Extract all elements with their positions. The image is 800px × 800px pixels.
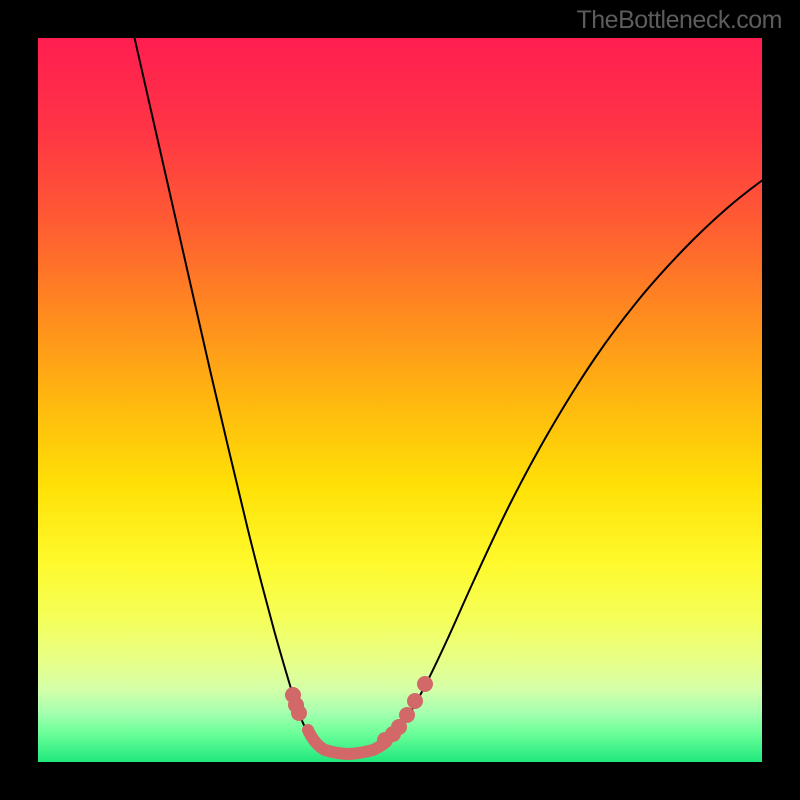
watermark-text: TheBottleneck.com [577,6,783,35]
bottleneck-chart [0,0,800,800]
curve-marker [407,693,423,709]
gradient-background [38,38,762,762]
curve-marker [288,697,304,713]
curve-marker [399,707,415,723]
curve-marker [417,676,433,692]
